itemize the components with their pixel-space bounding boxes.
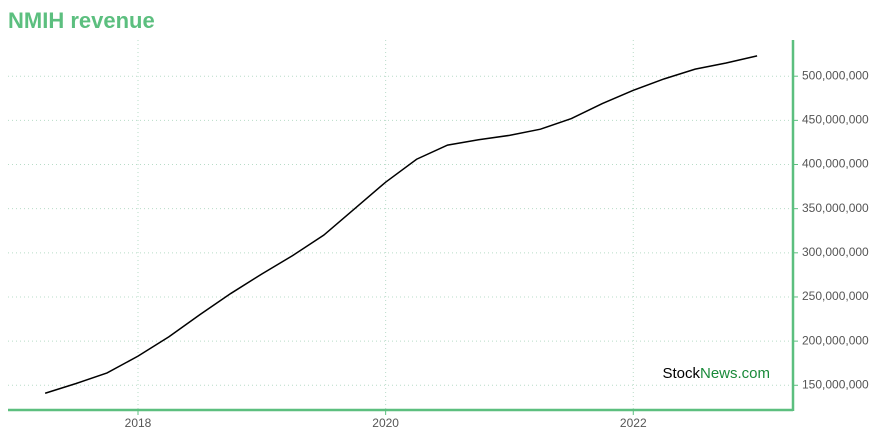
y-tick-label: 200,000,000: [802, 333, 869, 347]
watermark-prefix: Stock: [662, 365, 700, 382]
x-tick-label: 2018: [125, 416, 152, 430]
watermark-suffix: News.com: [700, 365, 770, 382]
y-tick-label: 300,000,000: [802, 245, 869, 259]
y-tick-label: 150,000,000: [802, 377, 869, 391]
y-tick-label: 350,000,000: [802, 201, 869, 215]
y-tick-label: 400,000,000: [802, 157, 869, 171]
x-tick-label: 2022: [620, 416, 647, 430]
line-series: [44, 55, 758, 394]
y-tick-label: 250,000,000: [802, 289, 869, 303]
y-tick-label: 450,000,000: [802, 113, 869, 127]
chart-title: NMIH revenue: [8, 8, 155, 33]
watermark: StockNews.com: [662, 365, 770, 382]
y-tick-label: 500,000,000: [802, 68, 869, 82]
x-tick-label: 2020: [372, 416, 399, 430]
